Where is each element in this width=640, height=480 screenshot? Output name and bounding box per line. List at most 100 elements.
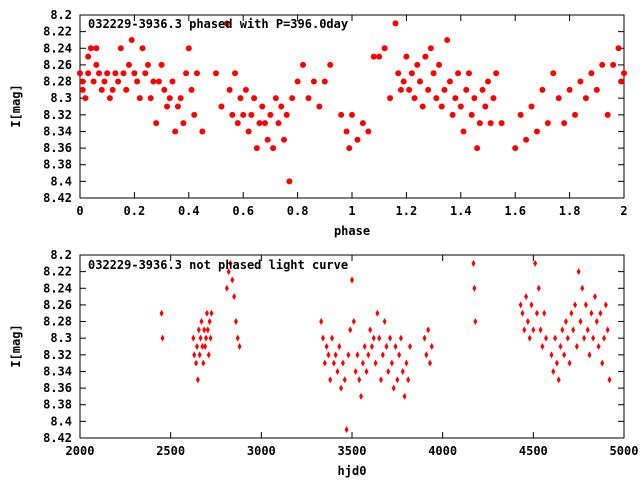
data-point: [229, 111, 236, 118]
x-tick-label: 0.2: [124, 204, 146, 218]
x-tick-label: 2: [620, 204, 627, 218]
data-point: [577, 78, 584, 85]
data-point: [316, 103, 323, 110]
data-point: [544, 120, 551, 127]
data-point: [471, 95, 478, 102]
data-point: [237, 343, 242, 350]
data-point: [490, 95, 497, 102]
data-point: [471, 259, 476, 267]
data-point: [359, 120, 366, 127]
data-point: [195, 376, 200, 384]
data-point: [417, 78, 423, 85]
data-point: [153, 120, 160, 127]
y-tick-label: 8.4: [50, 414, 72, 428]
data-point: [185, 45, 192, 52]
data-point: [414, 61, 421, 68]
data-point: [278, 103, 285, 110]
data-point: [571, 326, 576, 334]
data-point: [427, 359, 432, 367]
axis-ticks: 0 0.2 0.4 0.6 0.8 1 1.2 1.4 1.6 1.8 2 8.2 8.22 8.24 8.…: [43, 8, 628, 218]
data-point: [193, 70, 200, 77]
data-point: [159, 309, 164, 317]
data-point: [436, 61, 443, 68]
data-point: [286, 178, 293, 185]
data-point: [368, 326, 373, 334]
data-point: [523, 136, 530, 143]
data-point: [397, 86, 404, 93]
y-axis-label: I[mag]: [9, 84, 23, 127]
phased-light-curve-plot: 0 0.2 0.4 0.6 0.8 1 1.2 1.4 1.6 1.8 2 8.2 8.22 8.24 8.…: [9, 8, 628, 238]
data-point: [272, 95, 279, 102]
data-point: [402, 392, 407, 400]
data-point: [251, 95, 258, 102]
y-tick-label: 8.3: [50, 331, 72, 345]
y-tick-label: 8.32: [43, 348, 72, 362]
data-point: [583, 301, 588, 309]
data-point: [117, 45, 124, 52]
data-point: [79, 78, 86, 85]
data-point: [177, 95, 184, 102]
data-point: [192, 351, 197, 359]
data-point: [343, 128, 350, 135]
data-point: [425, 86, 432, 93]
data-point: [594, 318, 599, 326]
data-point: [174, 103, 181, 110]
y-tick-label: 8.2: [50, 248, 72, 262]
data-point: [444, 36, 451, 43]
x-tick-label: 0: [76, 204, 83, 218]
y-tick-label: 8.28: [43, 75, 72, 89]
data-point: [474, 145, 481, 152]
data-point: [426, 326, 431, 334]
data-point: [346, 351, 351, 359]
data-point: [555, 95, 562, 102]
data-point: [123, 86, 130, 93]
y-tick-label: 8.34: [43, 364, 72, 378]
data-point: [485, 78, 491, 85]
data-point: [342, 376, 347, 384]
data-point: [567, 359, 572, 367]
data-point: [350, 276, 354, 284]
data-point: [386, 367, 391, 375]
data-point: [424, 351, 429, 359]
data-point: [411, 95, 418, 102]
data-point: [576, 268, 581, 276]
x-tick-label: 2500: [156, 444, 185, 458]
data-point: [473, 318, 478, 326]
data-point: [191, 334, 196, 342]
data-point: [310, 78, 317, 85]
chart-title: 032229-3936.3 not phased light curve: [88, 258, 348, 272]
data-point: [596, 343, 601, 350]
data-point: [430, 70, 437, 77]
x-tick-label: 1.8: [559, 204, 581, 218]
data-point: [79, 86, 86, 93]
data-point: [398, 334, 403, 342]
data-point: [587, 351, 592, 359]
data-point: [275, 120, 282, 127]
data-point: [259, 103, 266, 110]
y-axis-label: I[mag]: [9, 324, 23, 367]
x-tick-label: 0.8: [287, 204, 309, 218]
data-point: [96, 70, 103, 77]
data-point: [353, 367, 358, 375]
data-point: [395, 70, 402, 77]
data-point: [388, 334, 393, 342]
data-point: [360, 359, 365, 367]
x-tick-label: 0.6: [232, 204, 254, 218]
data-point: [536, 284, 541, 292]
x-tick-label: 3000: [247, 444, 276, 458]
x-tick-label: 4000: [428, 444, 457, 458]
x-tick-label: 0.4: [178, 204, 200, 218]
data-point: [327, 61, 334, 68]
x-tick-label: 3500: [338, 444, 367, 458]
data-point: [125, 61, 132, 68]
data-point: [359, 392, 364, 400]
data-point: [446, 78, 453, 85]
data-point: [476, 120, 483, 127]
data-point: [582, 95, 589, 102]
y-tick-label: 8.22: [43, 25, 72, 39]
data-point: [200, 343, 205, 350]
data-point: [351, 318, 356, 326]
data-point: [610, 61, 617, 68]
chart-title: 032229-3936.3 phased with P=396.0day: [88, 17, 348, 31]
